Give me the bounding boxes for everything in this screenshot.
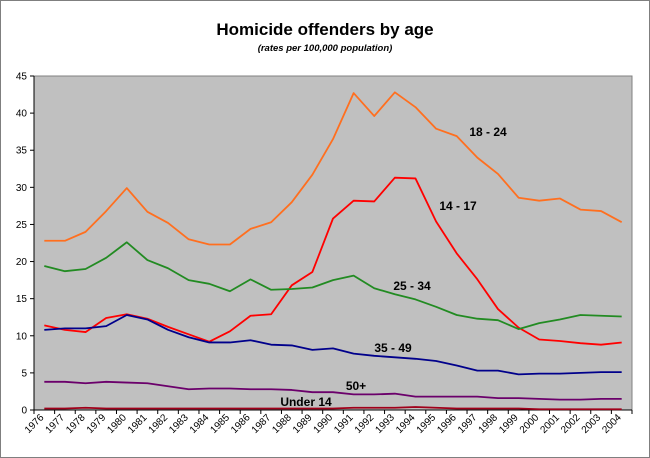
- x-tick-label: 1999: [497, 412, 521, 436]
- x-tick-label: 1977: [44, 412, 68, 436]
- x-tick-label: 1985: [209, 412, 233, 436]
- x-tick-label: 1992: [353, 412, 377, 436]
- x-tick-label: 1981: [126, 412, 150, 436]
- x-tick-label: 1998: [477, 412, 501, 436]
- y-tick-label: 5: [21, 368, 27, 379]
- x-tick-label: 1996: [435, 412, 459, 436]
- chart-subtitle: (rates per 100,000 population): [257, 43, 393, 54]
- series-label-25-34: 25 - 34: [393, 279, 431, 293]
- x-tick-label: 1989: [291, 412, 315, 436]
- series-label-35-49: 35 - 49: [374, 341, 412, 355]
- x-tick-label: 2002: [559, 412, 583, 436]
- y-tick-label: 25: [16, 220, 28, 231]
- series-label-50-: 50+: [346, 379, 366, 393]
- x-tick-label: 1994: [394, 412, 418, 436]
- x-tick-label: 1979: [85, 412, 109, 436]
- x-tick-label: 1986: [229, 412, 253, 436]
- series-label-under-14: Under 14: [280, 395, 332, 409]
- chart-title: Homicide offenders by age: [216, 20, 434, 39]
- x-tick-label: 1978: [64, 412, 88, 436]
- x-tick-label: 1987: [250, 412, 274, 436]
- y-tick-label: 30: [16, 183, 28, 194]
- series-line-under-14: [44, 406, 622, 411]
- x-tick-label: 1991: [332, 412, 356, 436]
- series-label-14-17: 14 - 17: [439, 199, 477, 213]
- x-tick-label: 1984: [188, 412, 212, 436]
- x-tick-label: 2004: [600, 412, 624, 436]
- y-tick-label: 20: [16, 257, 28, 268]
- y-tick-label: 45: [16, 72, 28, 83]
- x-tick-label: 2003: [580, 412, 604, 436]
- y-tick-label: 35: [16, 146, 28, 157]
- series-line-25-34: [44, 241, 622, 331]
- x-tick-label: 1995: [415, 412, 439, 436]
- series-line-18-24: [44, 91, 623, 246]
- y-tick-label: 15: [16, 294, 28, 305]
- x-tick-label: 1980: [105, 412, 129, 436]
- x-tick-label: 2000: [518, 412, 542, 436]
- x-tick-label: 2001: [538, 412, 562, 436]
- series-label-18-24: 18 - 24: [469, 125, 507, 139]
- x-tick-label: 1990: [312, 412, 336, 436]
- series-line-35-49: [44, 314, 622, 376]
- x-tick-label: 1997: [456, 412, 480, 436]
- y-tick-label: 40: [16, 109, 28, 120]
- x-tick-label: 1993: [373, 412, 397, 436]
- x-tick-label: 1983: [167, 412, 191, 436]
- x-tick-label: 1982: [147, 412, 171, 436]
- plot-area: [33, 75, 633, 411]
- y-tick-label: 0: [21, 406, 27, 417]
- x-tick-label: 1988: [270, 412, 294, 436]
- y-tick-label: 10: [16, 331, 28, 342]
- series-line-50-: [44, 380, 622, 401]
